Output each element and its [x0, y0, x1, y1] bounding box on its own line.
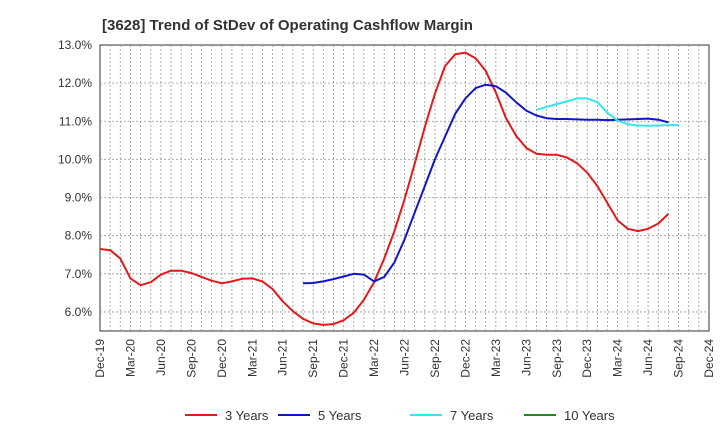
x-tick-label: Sep-20 [184, 339, 198, 378]
plot-frame [99, 44, 710, 332]
series-line-3-years [99, 51, 670, 326]
y-tick-label: 12.0% [58, 76, 92, 90]
x-tick-label: Mar-22 [367, 339, 381, 377]
legend: 3 Years 5 Years 7 Years 10 Years [185, 408, 615, 423]
y-tick-label: 8.0% [65, 229, 93, 243]
series-line-7-years [536, 97, 679, 127]
x-tick-label: Jun-21 [276, 339, 290, 376]
y-tick-label: 9.0% [65, 191, 93, 205]
x-tick-label: Dec-19 [93, 339, 107, 378]
y-tick-label: 6.0% [65, 305, 93, 319]
plot-area: 6.0% 7.0% 8.0% 9.0% 10.0% 11.0% 12.0% 13.0% Dec-… [58, 38, 716, 378]
x-tick-label: Jun-23 [519, 339, 533, 376]
x-tick-label: Dec-22 [458, 339, 472, 378]
y-tick-label: 10.0% [58, 152, 92, 166]
x-tick-label: Mar-21 [245, 339, 259, 377]
x-tick-label: Mar-20 [123, 339, 137, 377]
x-tick-label: Sep-23 [550, 339, 564, 378]
y-tick-label: 7.0% [65, 267, 93, 281]
legend-label: 3 Years [225, 408, 269, 423]
legend-label: 10 Years [564, 408, 615, 423]
x-tick-label: Dec-20 [215, 339, 229, 378]
legend-label: 7 Years [450, 408, 494, 423]
x-tick-label: Sep-21 [306, 339, 320, 378]
x-tick-label: Dec-21 [337, 339, 351, 378]
y-tick-label: 13.0% [58, 38, 92, 52]
x-tick-label: Dec-24 [702, 339, 716, 378]
series-line-5-years [302, 83, 669, 285]
x-tick-label: Jun-24 [641, 339, 655, 376]
x-tick-label: Jun-22 [398, 339, 412, 376]
y-tick-label: 11.0% [59, 114, 92, 128]
x-tick-label: Jun-20 [154, 339, 168, 376]
x-tick-label: Dec-23 [580, 339, 594, 378]
x-tick-label: Mar-24 [611, 339, 625, 377]
x-tick-label: Mar-23 [489, 339, 503, 377]
chart-title: [3628] Trend of StDev of Operating Cashf… [102, 17, 473, 34]
legend-label: 5 Years [318, 408, 362, 423]
x-tick-label: Sep-22 [428, 339, 442, 378]
x-tick-label: Sep-24 [672, 339, 686, 378]
